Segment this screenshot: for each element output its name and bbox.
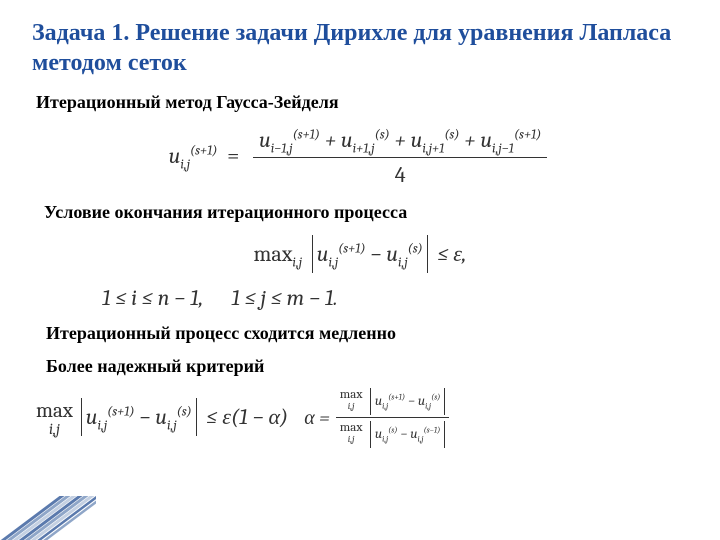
formula-termination: maxi,j ui,j(s+1) − ui,j(s) ≤ ε, xyxy=(32,235,688,273)
corner-decoration xyxy=(0,496,96,540)
formula-gauss-seidel: ui,j(s+1) = ui−1,j(s+1) + ui+1,j(s) + ui… xyxy=(32,125,688,190)
formula-criterion: maxi,j ui,j(s+1) − ui,j(s) ≤ ε(1 − α) α … xyxy=(36,385,688,450)
heading-slow: Итерационный процесс сходится медленно xyxy=(46,323,688,344)
heading-gauss-seidel: Итерационный метод Гаусса-Зейделя xyxy=(36,92,688,113)
heading-criterion: Более надежный критерий xyxy=(46,356,688,377)
heading-termination: Условие окончания итерационного процесса xyxy=(44,202,688,223)
formula-range: 1 ≤ i ≤ n − 1,1 ≤ j ≤ m − 1. xyxy=(32,285,688,311)
page-title: Задача 1. Решение задачи Дирихле для ура… xyxy=(32,18,688,78)
